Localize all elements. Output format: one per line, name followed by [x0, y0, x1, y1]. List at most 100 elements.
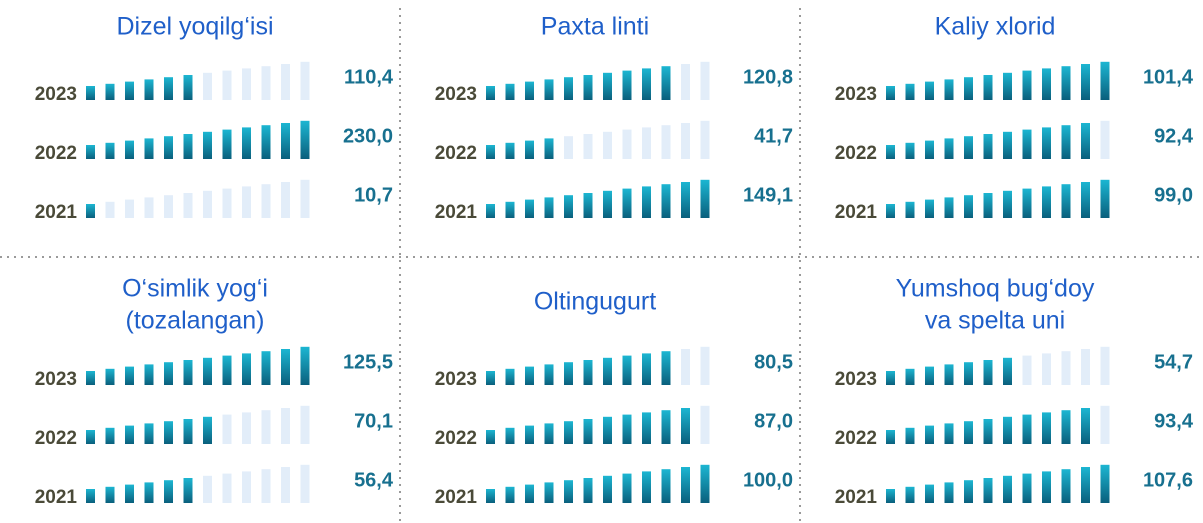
pictogram-bar	[1022, 188, 1032, 218]
pictogram-bar	[86, 145, 95, 159]
pictogram-bar	[564, 421, 573, 444]
pictogram-bar	[905, 83, 915, 100]
pictogram-bar	[86, 430, 95, 444]
pictogram-bar	[886, 145, 895, 159]
pictogram-bar	[583, 193, 593, 218]
pictogram-bar	[222, 188, 232, 218]
pictogram-bar	[1003, 416, 1012, 444]
pictogram-bar	[944, 197, 954, 218]
pictogram-bar	[983, 360, 993, 385]
pictogram-bar	[164, 421, 173, 444]
pictogram-bar	[622, 188, 632, 218]
year-label: 2022	[435, 143, 477, 164]
value-label: 230,0	[343, 125, 393, 147]
pictogram-bar	[183, 478, 193, 503]
pictogram-bar	[983, 134, 993, 159]
pictogram-bar	[603, 357, 612, 385]
value-label: 99,0	[1154, 184, 1193, 206]
pictogram-bar	[300, 61, 310, 100]
pictogram-bar	[544, 138, 554, 159]
pictogram-bar	[642, 127, 651, 159]
pictogram-bar	[661, 469, 671, 503]
year-label: 2021	[435, 487, 478, 508]
pictogram-bar	[681, 467, 690, 503]
year-label: 2023	[835, 369, 877, 390]
pictogram-bar	[242, 186, 251, 218]
pictogram-bar	[203, 190, 212, 218]
panel-title: (tozalangan)	[126, 307, 265, 335]
year-label: 2023	[435, 84, 477, 105]
pictogram-bar	[1022, 414, 1032, 444]
value-label: 70,1	[354, 410, 393, 432]
year-label: 2023	[835, 84, 877, 105]
year-label: 2022	[35, 428, 77, 449]
pictogram-bar	[203, 475, 212, 503]
pictogram-bar	[144, 197, 154, 218]
pictogram-bar	[944, 364, 954, 385]
pictogram-bar	[964, 362, 973, 385]
pictogram-bar	[700, 179, 710, 218]
pictogram-bar	[905, 142, 915, 159]
pictogram-bar	[944, 138, 954, 159]
pictogram-row	[886, 120, 1110, 159]
pictogram-bar	[944, 79, 954, 100]
pictogram-bar	[183, 193, 193, 218]
pictogram-bar	[164, 480, 173, 503]
pictogram-bar	[486, 145, 495, 159]
pictogram-bar	[905, 486, 915, 503]
pictogram-bar	[983, 419, 993, 444]
pictogram-row	[86, 179, 310, 218]
year-label: 2023	[35, 84, 77, 105]
pictogram-bar	[86, 204, 95, 218]
pictogram-bar	[925, 140, 934, 159]
pictogram-bar	[681, 123, 690, 159]
pictogram-bar	[505, 486, 515, 503]
pictogram-bar	[505, 201, 515, 218]
pictogram-bar	[886, 430, 895, 444]
pictogram-bar	[86, 489, 95, 503]
pictogram-bar	[661, 351, 671, 385]
value-label: 120,8	[743, 66, 793, 88]
pictogram-bar	[564, 362, 573, 385]
pictogram-bar	[183, 134, 193, 159]
pictogram-bar	[925, 199, 934, 218]
pictogram-bar	[86, 371, 95, 385]
pictogram-bar	[242, 68, 251, 100]
pictogram-bar	[164, 195, 173, 218]
pictogram-bar	[261, 184, 271, 218]
pictogram-bar	[222, 414, 232, 444]
pictogram-bar	[164, 136, 173, 159]
pictogram-row	[886, 405, 1110, 444]
pictogram-bar	[642, 186, 651, 218]
pictogram-bar	[486, 204, 495, 218]
pictogram-bar	[1061, 469, 1071, 503]
pictogram-bar	[125, 140, 134, 159]
pictogram-bar	[1081, 467, 1090, 503]
pictogram-bar	[1003, 190, 1012, 218]
pictogram-row	[486, 120, 710, 159]
pictogram-bar	[183, 360, 193, 385]
pictogram-bar	[642, 353, 651, 385]
value-label: 100,0	[743, 469, 793, 491]
pictogram-bar	[300, 464, 310, 503]
pictogram-bar	[525, 366, 534, 385]
pictogram-bar	[144, 79, 154, 100]
pictogram-bar	[886, 371, 895, 385]
pictogram-bar	[583, 478, 593, 503]
value-label: 87,0	[754, 410, 793, 432]
pictogram-bar	[300, 120, 310, 159]
pictogram-bar	[525, 199, 534, 218]
pictogram-bar	[681, 64, 690, 100]
pictogram-bar	[1003, 475, 1012, 503]
pictogram-bar	[505, 142, 515, 159]
pictogram-bar	[281, 64, 290, 100]
pictogram-bar	[700, 61, 710, 100]
value-label: 107,6	[1143, 469, 1193, 491]
pictogram-bar	[603, 475, 612, 503]
pictogram-bar	[203, 131, 212, 159]
pictogram-bar	[183, 419, 193, 444]
pictogram-bar	[661, 410, 671, 444]
panel-title: Kaliy xlorid	[935, 13, 1056, 41]
year-label: 2022	[835, 143, 877, 164]
